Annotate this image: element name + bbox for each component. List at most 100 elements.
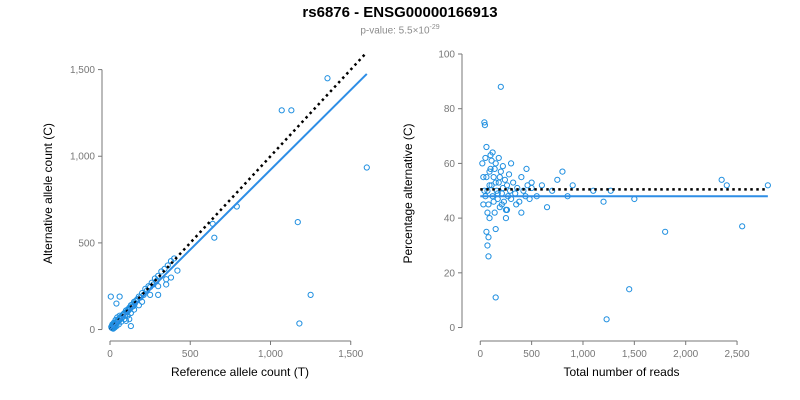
data-point: [489, 149, 496, 156]
data-point: [723, 182, 730, 189]
data-point: [278, 107, 285, 114]
x-tick-label: 2,000: [673, 349, 698, 360]
data-point: [167, 274, 175, 281]
data-point: [174, 267, 181, 274]
data-point: [483, 143, 490, 151]
data-point: [483, 228, 490, 235]
y-tick-label: 500: [78, 238, 95, 249]
data-point: [135, 302, 142, 309]
data-point: [528, 179, 535, 186]
p-value-exponent: -29: [429, 24, 440, 31]
scatter-plot-allele-counts: 0 500 1,000 1,500 0 500 1,000 1,500 Reference al…: [41, 51, 370, 379]
x-axis-label: Reference allele count (T): [171, 365, 309, 379]
data-point: [490, 198, 497, 205]
data-point: [492, 179, 499, 186]
x-tick-label: 1,000: [258, 349, 283, 360]
x-tick-label: 0: [477, 349, 483, 360]
y-tick-label: 80: [444, 104, 456, 115]
x-tick-label: 1,000: [570, 349, 595, 360]
data-point: [493, 187, 500, 194]
data-point: [497, 168, 504, 175]
data-point: [499, 163, 506, 170]
data-point: [600, 198, 607, 205]
data-point: [127, 322, 134, 330]
data-point: [513, 201, 520, 208]
data-points: [107, 75, 370, 332]
data-point: [481, 187, 488, 194]
data-point: [495, 154, 502, 162]
data-point: [307, 291, 314, 298]
y-tick-label: 40: [444, 214, 456, 225]
data-point: [502, 215, 510, 222]
data-point: [505, 171, 513, 178]
data-point: [607, 187, 614, 194]
data-point: [507, 160, 515, 167]
data-point: [481, 122, 488, 129]
data-point: [554, 176, 561, 183]
y-axis-label: Alternative allele count (C): [41, 123, 55, 264]
data-point: [147, 291, 154, 298]
x-tick-label: 1,500: [622, 349, 647, 360]
data-point: [486, 168, 493, 175]
data-point: [211, 234, 218, 241]
y-tick-label: 0: [89, 325, 95, 336]
chart-title: rs6876 - ENSG00000166913: [302, 4, 498, 21]
data-point: [626, 286, 633, 293]
x-axis-label: Total number of reads: [563, 365, 679, 379]
data-point: [486, 182, 493, 189]
y-tick-label: 1,500: [70, 65, 95, 76]
fit-line: [109, 73, 368, 331]
x-tick-label: 0: [107, 349, 113, 360]
reference-line-dotted: [109, 51, 368, 331]
x-tick-label: 500: [182, 349, 199, 360]
data-point: [486, 215, 493, 222]
data-point: [518, 209, 525, 216]
data-point: [130, 306, 138, 313]
data-point: [506, 187, 514, 194]
data-point: [764, 182, 771, 189]
data-point: [559, 168, 566, 175]
y-tick-label: 60: [444, 159, 456, 170]
data-point: [126, 316, 133, 323]
data-point: [603, 316, 610, 323]
scatter-plot-percentage-alternative: 0 500 1,000 1,500 2,000 2,500 0 20 40 60 80 100 Tota…: [401, 50, 771, 379]
data-point: [324, 75, 331, 82]
data-point: [482, 154, 489, 162]
data-point: [492, 294, 499, 301]
data-point: [163, 281, 170, 288]
data-point: [485, 201, 492, 208]
data-point: [138, 298, 146, 305]
data-point: [107, 293, 114, 300]
data-point: [492, 225, 499, 233]
data-point: [488, 182, 495, 189]
data-point: [485, 253, 492, 260]
data-point: [490, 173, 497, 181]
p-value-text: p-value: 5.5×10: [360, 25, 430, 37]
data-point: [122, 317, 130, 324]
data-point: [518, 173, 525, 181]
data-point: [491, 165, 498, 172]
y-axis-label: Percentage alternative (C): [401, 123, 415, 263]
data-point: [523, 165, 530, 172]
data-point: [549, 187, 556, 194]
data-point: [485, 234, 492, 241]
data-point: [488, 157, 495, 164]
data-point: [503, 182, 511, 189]
data-point: [116, 293, 123, 300]
data-point: [662, 228, 669, 235]
data-point: [155, 283, 162, 290]
y-tick-label: 100: [438, 50, 455, 61]
data-point: [487, 165, 494, 172]
data-point: [294, 218, 301, 226]
x-tick-label: 1,500: [338, 349, 363, 360]
data-point: [543, 204, 551, 211]
data-point: [496, 173, 503, 181]
y-tick-label: 1,000: [70, 152, 95, 163]
chart-subtitle: p-value: 5.5×10-29: [0, 24, 800, 36]
y-tick-label: 20: [444, 268, 456, 279]
data-point: [590, 187, 597, 194]
data-point: [296, 320, 303, 327]
data-point: [491, 209, 498, 216]
y-tick-label: 0: [449, 323, 455, 334]
data-point: [484, 242, 491, 249]
